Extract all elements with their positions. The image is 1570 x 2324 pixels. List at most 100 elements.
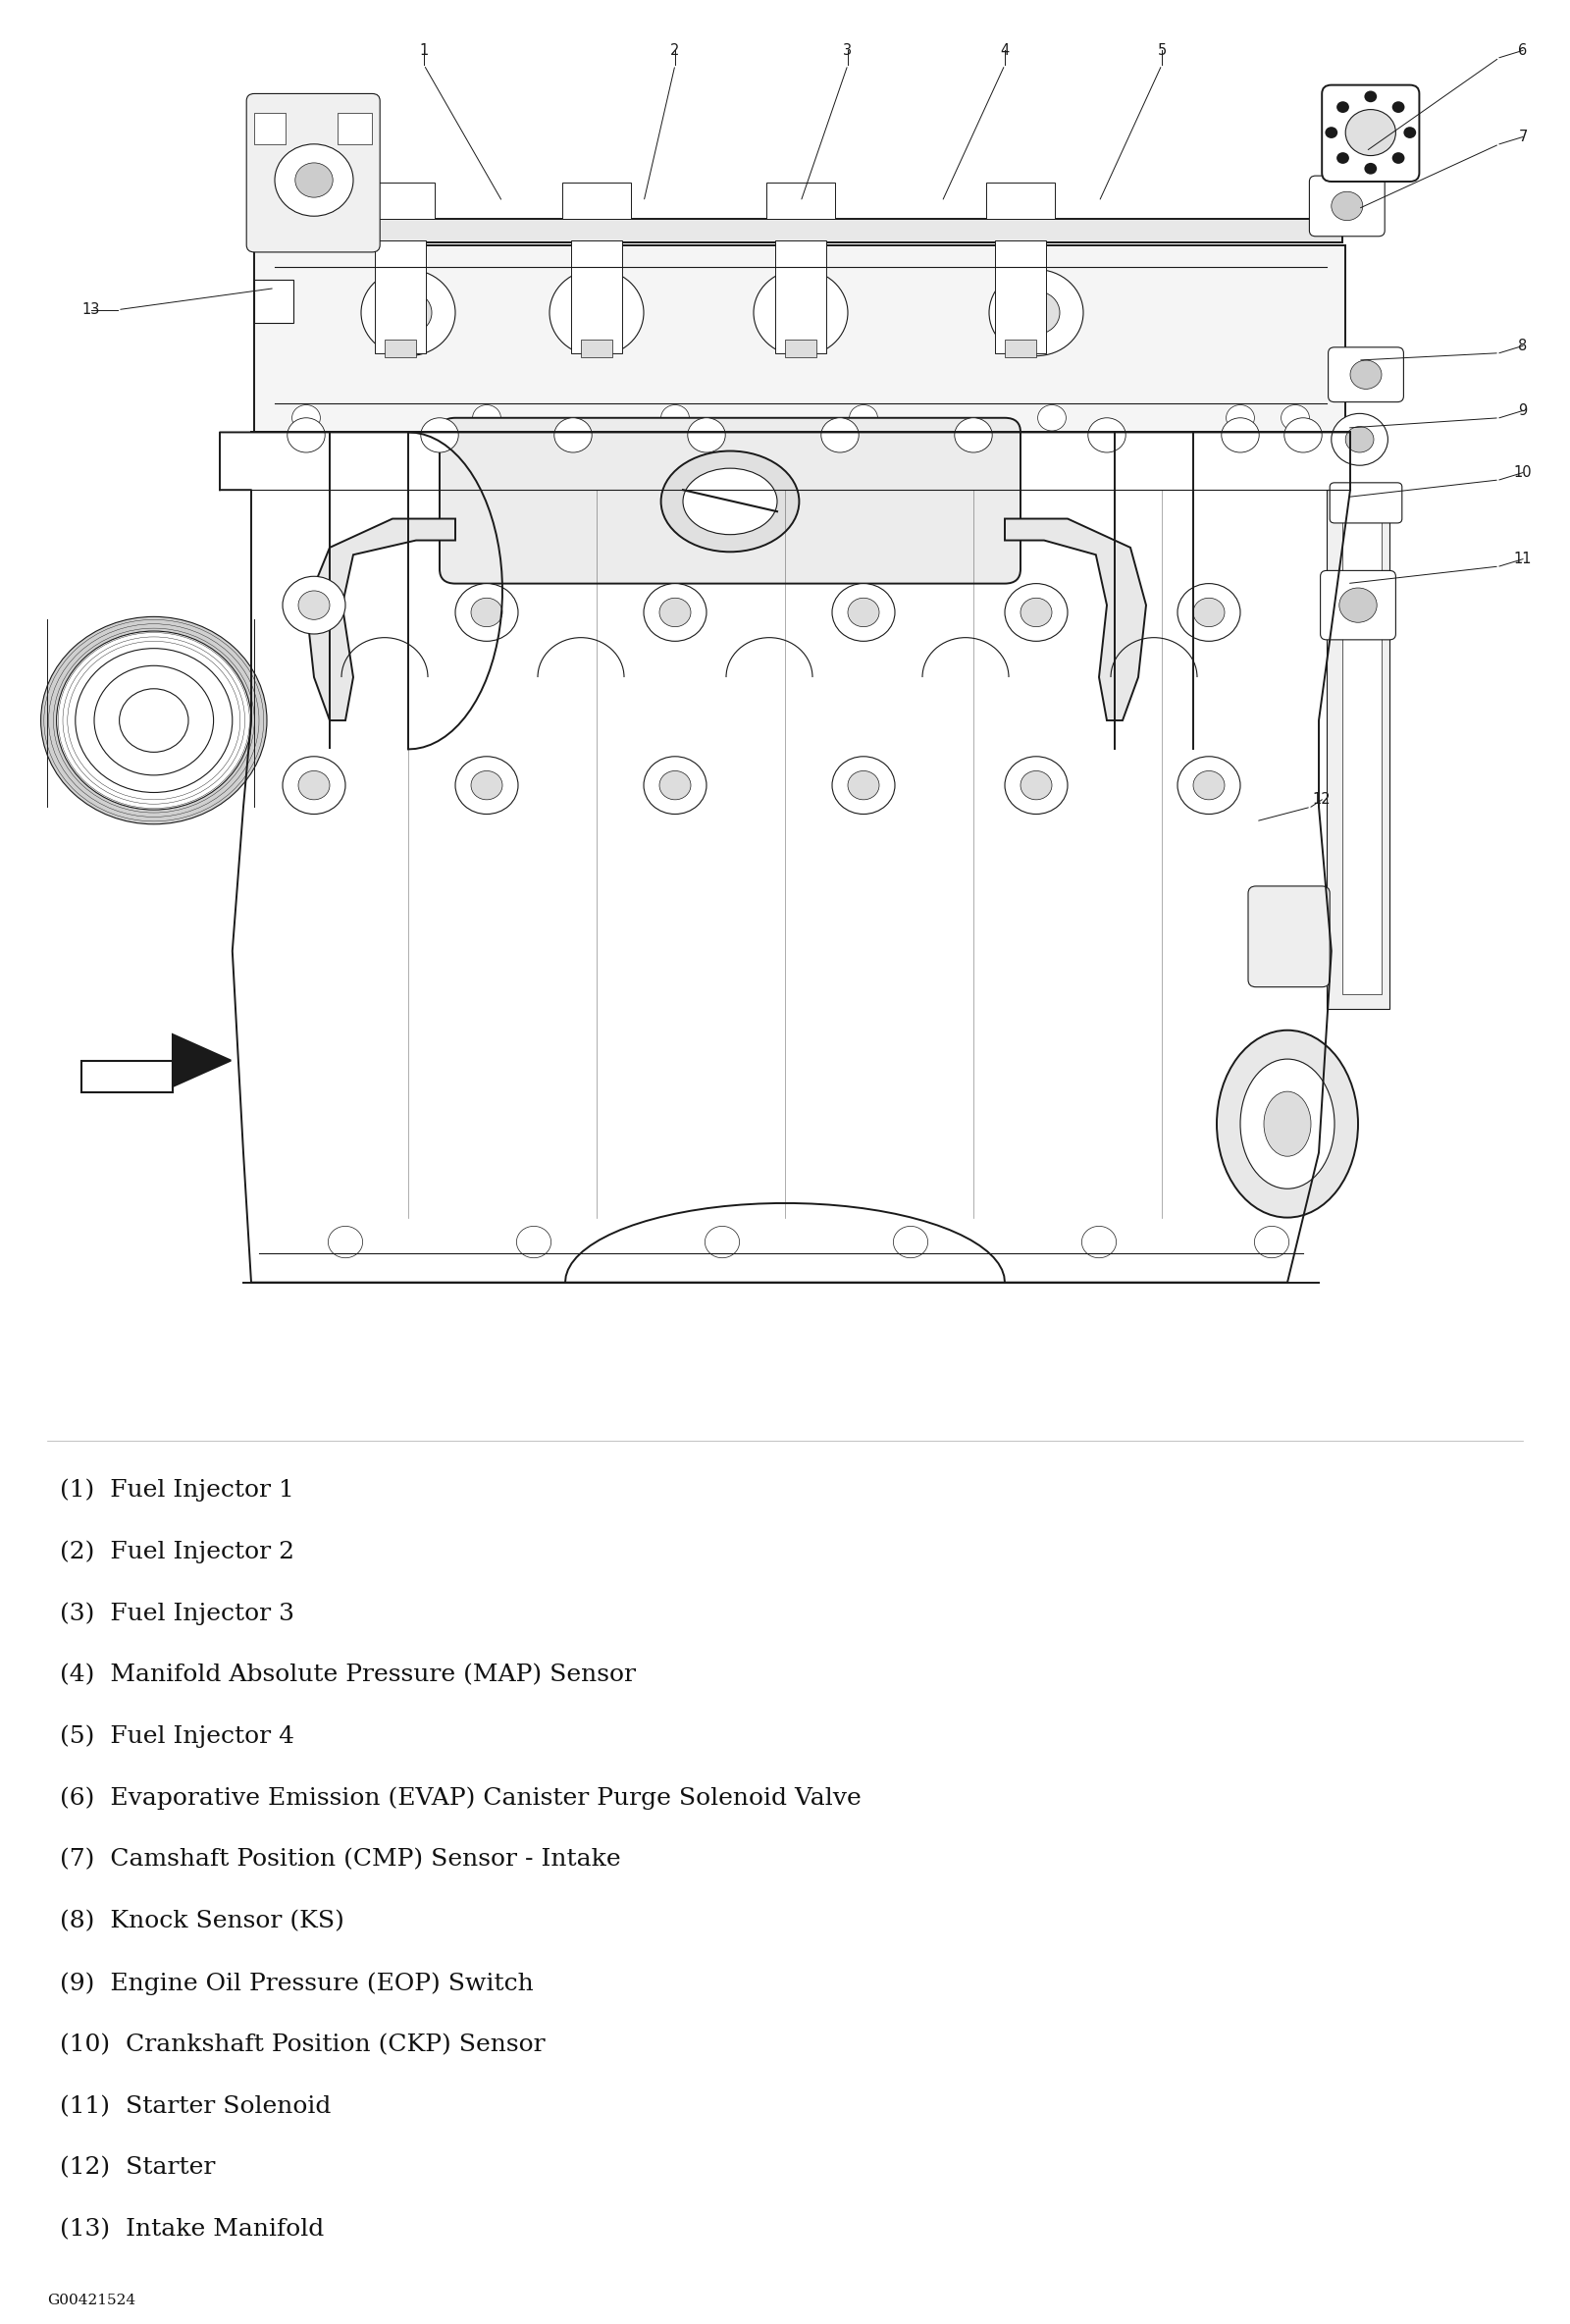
Text: (11)  Starter Solenoid: (11) Starter Solenoid [60,2096,331,2117]
Polygon shape [1005,518,1146,720]
Text: (3)  Fuel Injector 3: (3) Fuel Injector 3 [60,1601,294,1624]
Bar [581,339,612,358]
Bar [338,112,372,144]
Circle shape [955,418,992,453]
Circle shape [848,772,879,799]
Circle shape [1193,772,1225,799]
Circle shape [283,755,345,813]
Text: 12: 12 [1313,792,1331,806]
Text: (8)  Knock Sensor (KS): (8) Knock Sensor (KS) [60,1910,344,1934]
Ellipse shape [661,451,799,551]
Circle shape [1020,597,1052,627]
Bar [1342,504,1382,995]
FancyBboxPatch shape [1330,483,1402,523]
Polygon shape [173,1034,231,1085]
Circle shape [57,632,251,809]
Circle shape [298,590,330,621]
Circle shape [1345,428,1374,453]
Text: 13: 13 [82,302,100,316]
Bar [254,279,294,323]
Circle shape [644,583,706,641]
Circle shape [385,290,432,335]
Circle shape [659,597,691,627]
Circle shape [1178,583,1240,641]
Text: (1)  Fuel Injector 1: (1) Fuel Injector 1 [60,1478,294,1501]
Circle shape [1393,102,1405,114]
Circle shape [455,755,518,813]
Text: (12)  Starter: (12) Starter [60,2157,215,2180]
Text: (10)  Crankshaft Position (CKP) Sensor: (10) Crankshaft Position (CKP) Sensor [60,2034,545,2057]
Text: (13)  Intake Manifold: (13) Intake Manifold [60,2219,323,2240]
Circle shape [893,1227,928,1257]
Circle shape [421,418,458,453]
Circle shape [1336,153,1349,163]
Circle shape [1221,418,1259,453]
FancyBboxPatch shape [1328,346,1404,402]
Circle shape [554,418,592,453]
Text: G00421524: G00421524 [47,2294,135,2308]
Circle shape [848,597,879,627]
Text: (4)  Manifold Absolute Pressure (MAP) Sensor: (4) Manifold Absolute Pressure (MAP) Sen… [60,1664,636,1687]
Bar [995,242,1046,353]
Bar [366,184,435,218]
Circle shape [1193,597,1225,627]
Bar [785,339,816,358]
Bar [766,184,835,218]
Circle shape [659,772,691,799]
FancyBboxPatch shape [1248,885,1330,988]
Circle shape [361,270,455,356]
Circle shape [41,616,267,825]
Ellipse shape [683,469,777,535]
Ellipse shape [1217,1030,1358,1218]
Text: 8: 8 [1518,339,1528,353]
Polygon shape [306,518,455,720]
Bar [1327,490,1389,1009]
Bar [571,242,622,353]
Text: (6)  Evaporative Emission (EVAP) Canister Purge Solenoid Valve: (6) Evaporative Emission (EVAP) Canister… [60,1787,860,1810]
Circle shape [849,404,878,430]
Text: 11: 11 [1513,551,1532,567]
Circle shape [1331,191,1363,221]
Circle shape [1005,583,1068,641]
Circle shape [573,290,620,335]
Circle shape [298,772,330,799]
Circle shape [821,418,859,453]
Text: 4: 4 [1000,44,1010,58]
Circle shape [455,583,518,641]
Circle shape [1082,1227,1116,1257]
Ellipse shape [1264,1092,1311,1157]
Bar [254,112,286,144]
Circle shape [471,772,502,799]
Circle shape [777,290,824,335]
Circle shape [1038,404,1066,430]
Circle shape [1226,404,1254,430]
Bar [259,218,1342,242]
FancyBboxPatch shape [440,418,1020,583]
Text: (2)  Fuel Injector 2: (2) Fuel Injector 2 [60,1541,294,1564]
Bar [385,339,416,358]
Bar [1005,339,1036,358]
Text: 10: 10 [1513,465,1532,481]
Circle shape [1020,772,1052,799]
Circle shape [1281,404,1309,430]
FancyBboxPatch shape [1320,572,1396,639]
Circle shape [1404,128,1416,139]
Text: 1: 1 [419,44,429,58]
FancyBboxPatch shape [254,244,1345,432]
Circle shape [705,1227,739,1257]
Circle shape [644,755,706,813]
Circle shape [275,144,353,216]
FancyBboxPatch shape [246,93,380,253]
Circle shape [119,688,188,753]
Circle shape [75,648,232,792]
Circle shape [1331,414,1388,465]
Text: 6: 6 [1518,44,1528,58]
Circle shape [989,270,1083,356]
FancyBboxPatch shape [82,1060,173,1092]
Circle shape [1005,755,1068,813]
Circle shape [283,576,345,634]
Text: (9)  Engine Oil Pressure (EOP) Switch: (9) Engine Oil Pressure (EOP) Switch [60,1971,534,1994]
Circle shape [550,270,644,356]
Circle shape [1336,102,1349,114]
Circle shape [328,1227,363,1257]
